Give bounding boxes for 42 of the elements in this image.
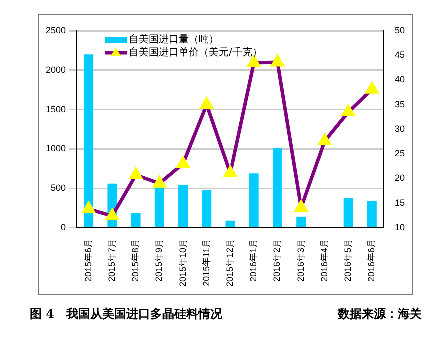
x-tick-label: 2016年3月 [296,238,306,282]
bar [367,201,377,228]
y2-tick-label: 40 [394,74,406,85]
x-tick-label: 2016年6月 [366,238,377,282]
bar [249,174,259,228]
y2-tick-label: 15 [394,198,406,208]
y2-tick-label: 35 [394,99,406,110]
y-tick-label: 2500 [46,25,66,36]
x-tick-label: 2015年12月 [224,238,235,288]
x-tick-label: 2015年6月 [83,238,94,282]
x-tick-label: 2016年1月 [248,238,259,282]
x-tick-label: 2016年5月 [343,238,354,282]
x-tick-label: 2015年9月 [154,238,164,282]
x-tick-label: 2015年7月 [106,238,117,282]
bar [226,220,236,228]
x-tick-label: 2015年8月 [130,238,141,282]
bar [344,198,354,228]
y2-tick-label: 25 [394,148,406,159]
x-tick-label: 2016年4月 [319,238,330,282]
bar [84,54,94,228]
y-tick-label: 500 [50,183,66,194]
y2-tick-label: 10 [394,222,406,232]
y2-tick-label: 30 [394,124,406,134]
x-tick-label: 2016年2月 [272,238,282,282]
bar [296,216,306,228]
source-note: 数据来源：海关 [338,306,422,323]
y-tick-label: 1500 [46,104,66,114]
y-tick-label: 0 [61,222,66,232]
y2-tick-label: 45 [394,50,406,60]
bar [131,213,141,228]
y-tick-label: 1000 [46,144,66,154]
text: 图 4 我国从美国进口多晶硅料情况 [30,306,223,323]
y2-tick-label: 50 [394,25,406,36]
legend-label: 自美国进口单价（美元/千克） [129,46,262,59]
bar [202,190,212,228]
y-tick-label: 2000 [46,64,66,75]
bar [273,148,282,228]
bar [178,185,188,228]
x-tick-label: 2015年10月 [178,238,188,288]
y2-tick-label: 20 [394,173,406,184]
x-tick-label: 2015年11月 [201,238,212,286]
legend-label: 自美国进口量（吨） [129,34,220,46]
